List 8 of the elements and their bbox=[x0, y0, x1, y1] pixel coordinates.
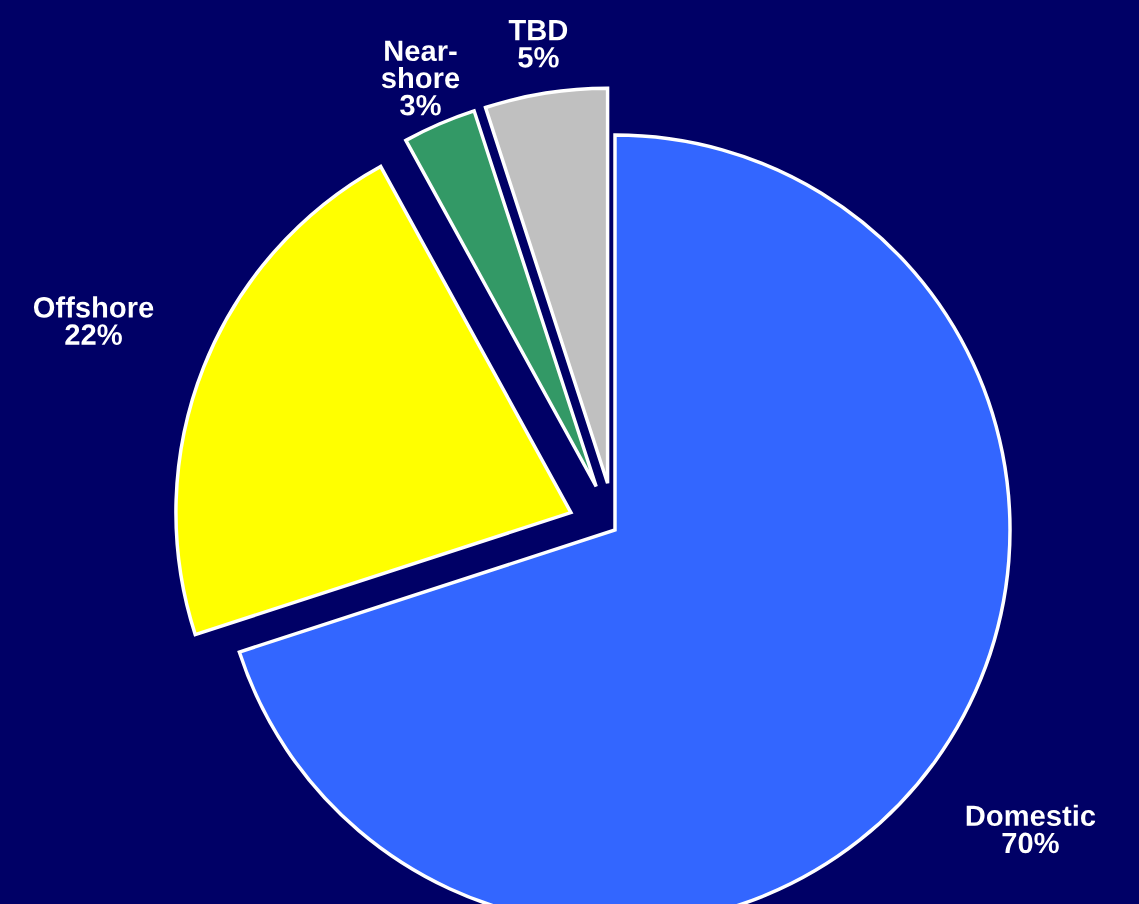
data-label: 22% bbox=[65, 324, 122, 345]
data-label: 5% bbox=[518, 47, 559, 68]
slice-label: Near- shore bbox=[381, 40, 460, 89]
data-label: 70% bbox=[1002, 832, 1059, 854]
slice-label: TBD bbox=[508, 20, 568, 41]
data-label: 3% bbox=[400, 94, 441, 116]
slice-label: Offshore bbox=[33, 296, 154, 318]
slice-label: Domestic bbox=[966, 804, 1096, 827]
